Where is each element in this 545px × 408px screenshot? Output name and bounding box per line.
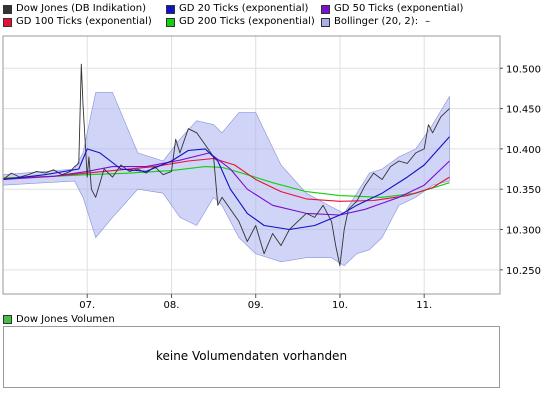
legend-label: GD 20 Ticks (exponential) bbox=[179, 3, 309, 14]
legend-item-gd200: GD 200 Ticks (exponential) bbox=[166, 16, 315, 28]
legend-label: Bollinger (20, 2): bbox=[334, 16, 419, 27]
gd200-swatch-icon bbox=[166, 17, 175, 27]
x-tick-label: 07. bbox=[79, 300, 95, 311]
series-line-gd-100 bbox=[2, 157, 450, 202]
volume-swatch-icon bbox=[3, 315, 12, 324]
legend-label: GD 100 Ticks (exponential) bbox=[16, 16, 152, 27]
price-chart: 07. 08. 09. 10. 11. 10.250 10.300 10.350 10.400 1… bbox=[2, 35, 541, 311]
dow-jones-swatch-icon bbox=[3, 4, 12, 14]
plot-border bbox=[2, 35, 501, 295]
legend-item-gd20: GD 20 Ticks (exponential) bbox=[166, 3, 308, 15]
y-tick-label: 10.400 bbox=[506, 145, 541, 156]
x-tick-label: 09. bbox=[248, 300, 264, 311]
volume-empty-message: keine Volumendaten vorhanden bbox=[155, 349, 348, 363]
y-tick-label: 10.350 bbox=[506, 185, 541, 196]
y-tick-label: 10.250 bbox=[506, 266, 541, 277]
legend-item-dow-jones: Dow Jones (DB Indikation) bbox=[3, 3, 146, 15]
y-tick-label: 10.300 bbox=[506, 226, 541, 237]
gd100-swatch-icon bbox=[3, 17, 12, 27]
legend-item-bollinger: Bollinger (20, 2): – bbox=[321, 16, 430, 28]
legend-suffix: – bbox=[425, 16, 431, 27]
bollinger-swatch-icon bbox=[321, 17, 330, 27]
y-tick-label: 10.450 bbox=[506, 105, 541, 116]
volume-panel: keine Volumendaten vorhanden bbox=[3, 326, 500, 388]
legend-label: GD 50 Ticks (exponential) bbox=[334, 3, 464, 14]
legend-label: GD 200 Ticks (exponential) bbox=[179, 16, 315, 27]
series-line-gd-50 bbox=[2, 152, 450, 216]
series-line-gd-20 bbox=[2, 136, 450, 231]
chart-legend: Dow Jones (DB Indikation) GD 20 Ticks (e… bbox=[0, 0, 545, 36]
volume-legend-label: Dow Jones Volumen bbox=[16, 314, 115, 325]
legend-item-gd50: GD 50 Ticks (exponential) bbox=[321, 3, 463, 15]
volume-legend: Dow Jones Volumen bbox=[3, 314, 115, 325]
x-tick-label: 10. bbox=[332, 300, 348, 311]
gd20-swatch-icon bbox=[166, 4, 175, 14]
y-tick-label: 10.500 bbox=[506, 64, 541, 75]
x-tick-label: 08. bbox=[164, 300, 180, 311]
gd50-swatch-icon bbox=[321, 4, 330, 14]
legend-label: Dow Jones (DB Indikation) bbox=[16, 3, 146, 14]
legend-item-gd100: GD 100 Ticks (exponential) bbox=[3, 16, 152, 28]
x-tick-label: 11. bbox=[416, 300, 432, 311]
